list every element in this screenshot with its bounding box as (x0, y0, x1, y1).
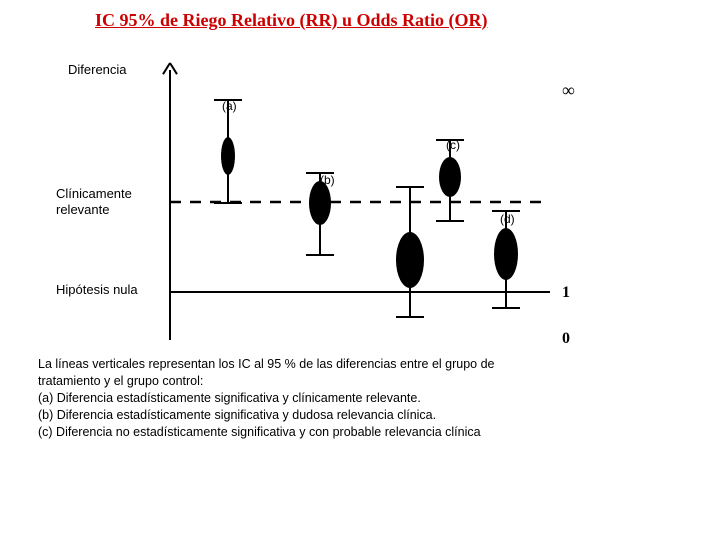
label-hipotesis: Hipótesis nula (56, 282, 138, 297)
caption-line: La líneas verticales representan los IC … (38, 356, 698, 373)
caption-line: (b) Diferencia estadísticamente signific… (38, 407, 698, 424)
caption-line: (a) Diferencia estadísticamente signific… (38, 390, 698, 407)
label-diferencia: Diferencia (68, 62, 127, 77)
caption-block: La líneas verticales representan los IC … (38, 356, 698, 440)
confidence-interval-diagram (155, 55, 595, 355)
caption-line: (c) Diferencia no estadísticamente signi… (38, 424, 698, 441)
label-relevante: relevante (56, 202, 109, 217)
label-clinicamente: Clínicamente (56, 186, 132, 201)
caption-line: tratamiento y el grupo control: (38, 373, 698, 390)
page-title: IC 95% de Riego Relativo (RR) u Odds Rat… (95, 10, 487, 31)
